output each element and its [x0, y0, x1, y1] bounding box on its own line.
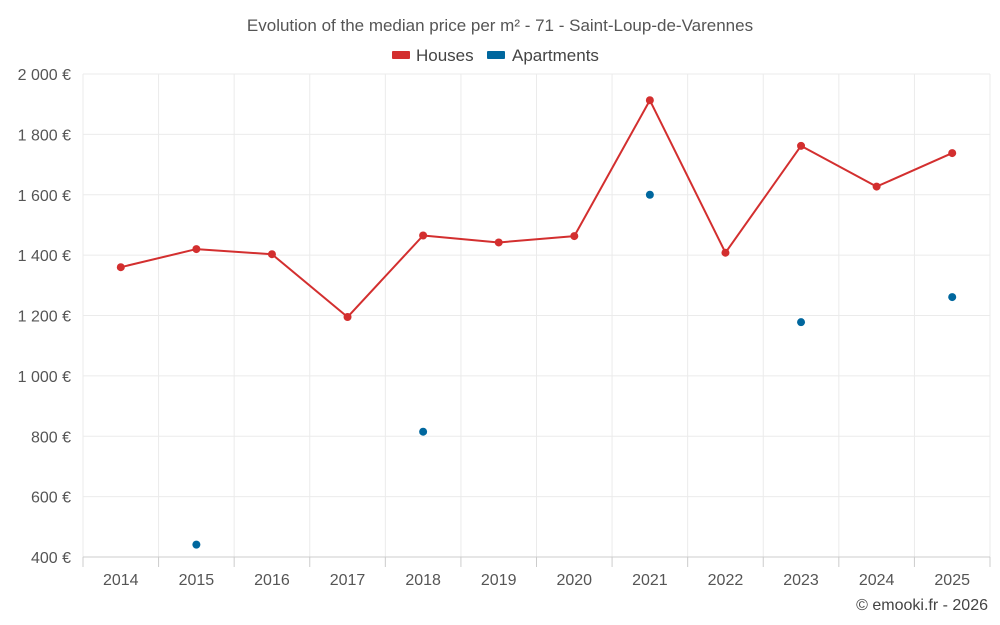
x-tick-label: 2023: [783, 572, 819, 589]
series: [116, 96, 957, 549]
y-tick-label: 1 600 €: [18, 188, 71, 205]
y-tick-label: 1 800 €: [18, 127, 71, 144]
point-houses-2023[interactable]: [797, 141, 806, 150]
y-tick-label: 800 €: [31, 429, 71, 446]
x-tick-label: 2021: [632, 572, 668, 589]
y-tick-label: 2 000 €: [18, 67, 71, 84]
series-line-houses: [120, 99, 953, 319]
x-tick-label: 2015: [179, 572, 215, 589]
legend-swatch-houses: [392, 51, 410, 59]
legend-swatch-apartments: [487, 51, 505, 59]
y-tick-label: 1 000 €: [18, 369, 71, 386]
x-tick-label: 2014: [103, 572, 139, 589]
x-tick-label: 2022: [708, 572, 744, 589]
legend-label-houses: Houses: [416, 46, 474, 65]
point-apartments-2021[interactable]: [645, 190, 654, 199]
x-tick-label: 2016: [254, 572, 290, 589]
y-tick-label: 400 €: [31, 550, 71, 567]
point-apartments-2018[interactable]: [419, 427, 428, 436]
point-houses-2017[interactable]: [343, 313, 352, 322]
grid: [82, 73, 991, 557]
x-tick-label: 2018: [405, 572, 441, 589]
x-tick-label: 2025: [934, 572, 970, 589]
point-apartments-2015[interactable]: [192, 540, 201, 549]
x-tick-label: 2024: [859, 572, 895, 589]
point-houses-2024[interactable]: [872, 182, 881, 191]
credit-text: © emooki.fr - 2026: [856, 597, 988, 614]
legend-item-apartments[interactable]: Apartments: [487, 46, 599, 65]
x-tick-label: 2017: [330, 572, 366, 589]
legend-item-houses[interactable]: Houses: [392, 46, 474, 65]
axes: 400 € 600 € 800 € 1 000 € 1 200 € 1 400 € 1 60…: [18, 67, 991, 589]
x-tick-label: 2020: [556, 572, 592, 589]
y-tick-label: 1 200 €: [18, 309, 71, 326]
point-apartments-2023[interactable]: [797, 318, 806, 327]
point-houses-2015[interactable]: [192, 245, 201, 254]
legend: Houses Apartments: [392, 46, 599, 65]
point-houses-2018[interactable]: [419, 231, 428, 240]
x-tick-label: 2019: [481, 572, 517, 589]
point-houses-2022[interactable]: [721, 248, 730, 257]
point-houses-2019[interactable]: [494, 238, 503, 247]
chart-title: Evolution of the median price per m² - 7…: [247, 16, 753, 35]
point-houses-2014[interactable]: [116, 263, 125, 272]
y-tick-label: 1 400 €: [18, 248, 71, 265]
y-tick-label: 600 €: [31, 490, 71, 507]
point-houses-2025[interactable]: [948, 149, 957, 158]
point-houses-2021[interactable]: [645, 96, 654, 105]
point-apartments-2025[interactable]: [948, 293, 957, 302]
point-houses-2020[interactable]: [570, 232, 579, 241]
point-houses-2016[interactable]: [267, 250, 276, 259]
legend-label-apartments: Apartments: [512, 46, 599, 65]
